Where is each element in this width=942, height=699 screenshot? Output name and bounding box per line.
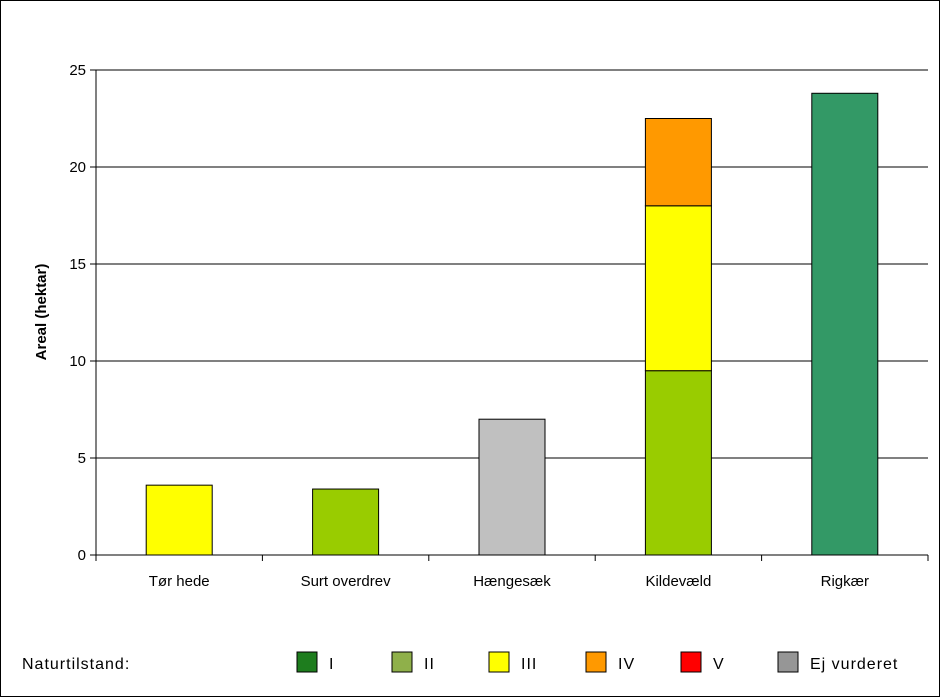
- bar-1-1: [312, 488, 380, 556]
- bars: [145, 92, 879, 556]
- y-tick-label-0: 0: [78, 547, 86, 564]
- y-tick-label-4: 20: [69, 159, 86, 176]
- y-tick-label-2: 10: [69, 353, 86, 370]
- bar-4-0: [811, 92, 879, 556]
- x-tick-label-0: Tør hede: [149, 573, 210, 590]
- legend-swatch-1: [391, 651, 413, 673]
- y-axis-label: Areal (hektar): [33, 264, 50, 361]
- legend-label-5: Ej vurderet: [810, 656, 898, 673]
- legend-label-1: II: [424, 656, 435, 673]
- legend-label-0: I: [329, 656, 334, 673]
- bar-3-1: [644, 370, 712, 556]
- legend-swatch-3: [585, 651, 607, 673]
- legend-label-4: V: [713, 656, 725, 673]
- bar-0-2: [145, 484, 213, 556]
- y-tick-label-5: 25: [69, 62, 86, 79]
- axes: [90, 69, 929, 561]
- legend-swatch-2: [488, 651, 510, 673]
- legend: Naturtilstand: I II III IV V Ej vurderet: [22, 651, 898, 673]
- x-tick-label-2: Hængesæk: [473, 573, 551, 590]
- legend-swatch-5: [777, 651, 799, 673]
- bar-2-5: [478, 418, 546, 556]
- x-tick-label-3: Kildevæld: [645, 573, 711, 590]
- legend-swatch-0: [296, 651, 318, 673]
- gridlines: [96, 69, 928, 459]
- x-tick-label-4: Rigkær: [821, 573, 869, 590]
- y-tick-label-1: 5: [78, 450, 86, 467]
- y-tick-labels: 0 5 10 15 20 25: [69, 62, 86, 564]
- y-tick-label-3: 15: [69, 256, 86, 273]
- bar-3-3: [644, 118, 712, 207]
- legend-label-2: III: [521, 656, 537, 673]
- x-tick-label-1: Surt overdrev: [301, 573, 392, 590]
- x-tick-labels: Tør hede Surt overdrev Hængesæk Kildevæld Ri…: [149, 573, 869, 590]
- bar-3-2: [644, 205, 712, 372]
- legend-label-3: IV: [618, 656, 635, 673]
- legend-swatch-4: [680, 651, 702, 673]
- legend-title: Naturtilstand:: [22, 656, 130, 673]
